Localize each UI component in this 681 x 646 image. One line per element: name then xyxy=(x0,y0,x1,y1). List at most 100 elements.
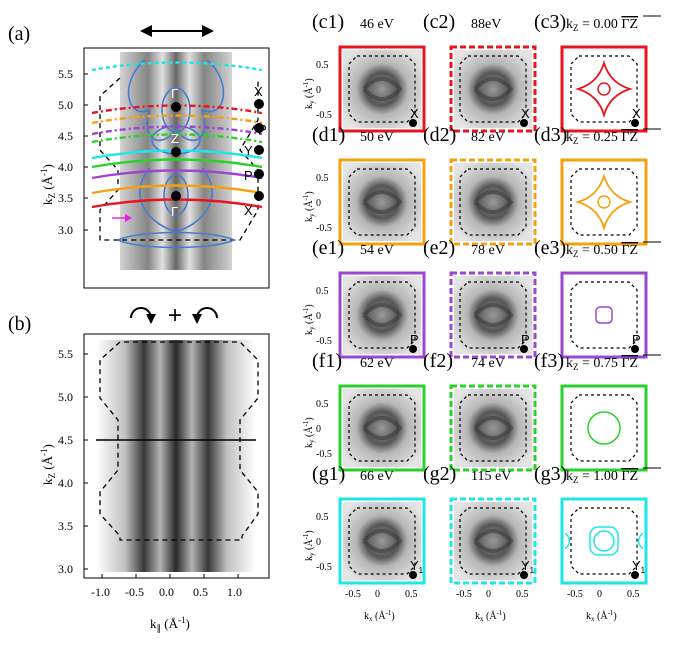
map-feature xyxy=(473,190,514,214)
point-x-top: X xyxy=(254,84,263,99)
xtick-label: 0.5 xyxy=(193,585,208,599)
xtick-label: 0 xyxy=(375,589,380,600)
map-panel-frame xyxy=(449,45,537,133)
map-panel-label: (e2) xyxy=(423,237,455,259)
xtick-label: 1.0 xyxy=(227,585,242,599)
map-panel-label: (c2) xyxy=(423,11,455,33)
map-panel-frame xyxy=(449,384,537,472)
map-panel-frame xyxy=(560,497,648,585)
xtick-label: -0.5 xyxy=(345,589,361,600)
circular-polarization-icons: + xyxy=(130,302,218,329)
panel-b-bz-outline xyxy=(99,341,259,541)
ytick-label: -0.5 xyxy=(316,223,332,234)
fermi-contour xyxy=(574,59,634,119)
arpes-map-image xyxy=(454,163,532,241)
fermi-contour xyxy=(589,526,619,556)
panel-b-ylabel: kZ (Å-1) xyxy=(39,444,57,485)
bz-outline xyxy=(348,281,416,349)
xtick-label: -0.5 xyxy=(567,589,583,600)
map-panel-frame xyxy=(449,497,537,585)
arpes-map-image xyxy=(343,50,421,128)
map-panel-title: kZ = 0.75 ΓZ xyxy=(566,356,638,372)
map-panel-d3: (d3)kZ = 0.25 ΓZ xyxy=(534,124,661,246)
map-feature xyxy=(362,77,403,101)
panel-a-bz-outline xyxy=(99,77,259,241)
ytick-label: 3.0 xyxy=(58,562,73,576)
xtick-label: 0.5 xyxy=(405,589,418,600)
bz-outline xyxy=(570,507,638,575)
ytick-label: 5.5 xyxy=(58,67,73,81)
fermi-contour xyxy=(587,411,621,445)
double-arrow-icon xyxy=(140,25,214,37)
map-panel-title: 66 eV xyxy=(360,469,394,484)
bz-outline xyxy=(459,55,527,123)
map-panel-g3: (g3)kZ = 1.00 ΓZ Y1 -0.5 0 0.5 kx (Å-1) xyxy=(534,463,661,623)
map-ylabel: ky (Å-1) xyxy=(302,191,316,222)
map-panel-title: kZ = 0.50 ΓZ xyxy=(566,243,638,259)
map-panel-label: (g3) xyxy=(534,463,567,485)
ytick-label: 0.5 xyxy=(316,399,329,410)
ytick-label: 4.5 xyxy=(58,433,73,447)
symmetry-point-label: X xyxy=(521,106,530,121)
panel-a: (a) xyxy=(8,23,270,289)
symmetry-point-label: P xyxy=(410,332,419,347)
map-panel-frame xyxy=(560,45,648,133)
ytick-label: 5.5 xyxy=(58,347,73,361)
ytick-label: 5.0 xyxy=(58,390,73,404)
map-panel-e3: (e3) kZ = 0.50 ΓZ P xyxy=(534,237,661,359)
map-panel-title: kZ = 0.25 ΓZ xyxy=(566,130,638,146)
symmetry-point-label: Y1 xyxy=(410,558,424,575)
symmetry-point-label: Y1 xyxy=(521,558,535,575)
ytick-label: -0.5 xyxy=(316,336,332,347)
map-panel-c2: (c2) 88eV X xyxy=(423,11,537,133)
bz-outline xyxy=(570,281,638,349)
map-ylabel: ky (Å-1) xyxy=(302,78,316,109)
ytick-label: 3.5 xyxy=(58,519,73,533)
symmetry-point-label: P xyxy=(521,332,530,347)
map-panel-d2: (d2) 82 eV xyxy=(423,124,537,246)
symmetry-point xyxy=(409,345,417,353)
map-panel-title: 88eV xyxy=(471,17,501,32)
map-feature xyxy=(473,416,514,440)
bz-outline xyxy=(570,168,638,236)
point-z: Z xyxy=(171,131,179,146)
symmetry-point-label: X xyxy=(410,106,419,121)
ytick-label: 0.5 xyxy=(316,173,329,184)
map-panel-label: (g1) xyxy=(312,463,345,485)
fermi-contour xyxy=(574,172,634,232)
panel-b-label: (b) xyxy=(8,313,31,335)
map-panel-d1: (d1) 50 eV 0.5 0 -0.5ky (Å-1) xyxy=(302,124,426,246)
ytick-label: 0.5 xyxy=(316,60,329,71)
panel-a-yticks: 5.5 5.0 4.5 4.0 3.5 3.0 xyxy=(58,67,88,237)
symmetry-point xyxy=(409,119,417,127)
symmetry-point xyxy=(409,571,417,579)
map-panel-label: (c3) xyxy=(534,11,566,33)
ytick-label: 0.5 xyxy=(316,286,329,297)
ytick-label: 4.0 xyxy=(58,160,73,174)
xtick-label: 0.0 xyxy=(159,585,174,599)
panel-b-intensity-map xyxy=(96,340,256,572)
panel-a-ylabel: kZ (Å-1) xyxy=(39,164,57,205)
map-panel-title: 62 eV xyxy=(360,356,394,371)
arpes-map-image xyxy=(454,502,532,580)
map-panel-title: 50 eV xyxy=(360,130,394,145)
map-panel-c1: (c1) 46 eV X 0.5 0 -0.5ky (Å-1) xyxy=(302,11,426,133)
map-panel-e2: (e2) 78 eV P xyxy=(423,237,537,359)
bz-outline xyxy=(570,394,638,462)
panel-a-magenta-arrow-icon xyxy=(112,214,132,222)
map-panel-frame xyxy=(449,271,537,359)
map-xlabel: kx (Å-1) xyxy=(586,609,617,623)
map-ylabel: ky (Å-1) xyxy=(302,304,316,335)
bz-outline xyxy=(348,394,416,462)
xtick-label: 0 xyxy=(597,589,602,600)
map-ylabel: ky (Å-1) xyxy=(302,530,316,561)
map-panel-f3: (f3) kZ = 0.75 ΓZ xyxy=(534,350,661,472)
map-panel-title: 115 eV xyxy=(471,469,511,484)
ytick-label: 5.0 xyxy=(58,98,73,112)
bz-outline xyxy=(459,281,527,349)
map-panel-label: (e1) xyxy=(312,237,344,259)
symmetry-point xyxy=(520,571,528,579)
map-panel-label: (d2) xyxy=(423,124,456,146)
